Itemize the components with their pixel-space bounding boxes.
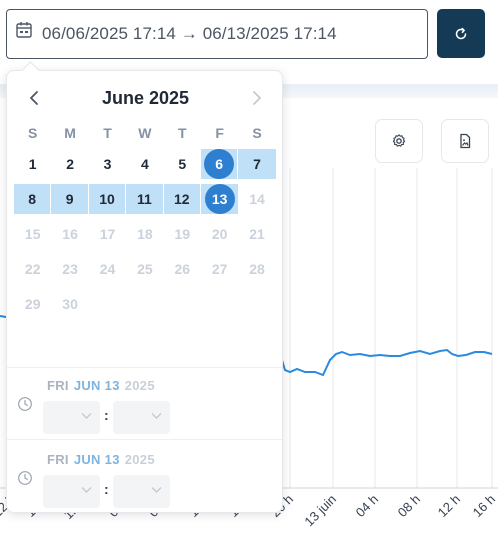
chart-export-button[interactable] — [441, 119, 489, 163]
clock-icon — [18, 471, 32, 485]
start-year: 2025 — [124, 378, 155, 393]
start-minute-select[interactable] — [113, 401, 170, 434]
previous-month-button[interactable] — [21, 85, 47, 111]
refresh-button[interactable] — [437, 9, 485, 58]
weekday-label: S — [252, 125, 262, 141]
x-tick-label: 08 h — [395, 492, 424, 521]
calendar-day[interactable]: 25 — [137, 261, 153, 277]
start-month-day: JUN 13 — [73, 378, 120, 393]
calendar-day[interactable]: 4 — [140, 156, 149, 172]
date-range-field[interactable]: 06/06/2025 17:14 → 06/13/2025 17:14 — [6, 9, 428, 59]
calendar-day[interactable]: 30 — [62, 296, 78, 312]
start-date-label: FRI JUN 13 2025 — [47, 378, 155, 393]
selected-day-marker: 6 — [204, 149, 235, 179]
time-separator: : — [104, 481, 109, 497]
calendar-day[interactable]: 28 — [249, 261, 265, 277]
calendar-day[interactable]: 16 — [62, 226, 78, 242]
calendar-day[interactable]: 5 — [178, 156, 187, 172]
x-tick-label: 13 juin — [301, 492, 339, 530]
calendar-day[interactable]: 8 — [14, 184, 52, 214]
calendar-week-row: 29 30 — [14, 289, 276, 324]
calendar-week-row: 8 9 10 11 12 13 14 — [14, 184, 276, 219]
chart-series-line — [0, 315, 493, 377]
calendar-week-row: 22 23 24 25 26 27 28 — [14, 254, 276, 289]
calendar-day[interactable]: 12 — [163, 184, 201, 214]
start-weekday: FRI — [47, 378, 69, 393]
calendar-day[interactable]: 18 — [137, 226, 153, 242]
calendar-grid: 1 2 3 4 5 6 7 8 9 10 11 12 13 14 15 16 17 18 19 20 21 22 23 24 2… — [14, 149, 276, 324]
end-minute-select[interactable] — [113, 475, 170, 508]
chevron-right-icon — [253, 91, 261, 105]
next-month-button[interactable] — [244, 85, 270, 111]
chevron-down-icon — [151, 413, 162, 419]
end-weekday: FRI — [47, 452, 69, 467]
range-end-day[interactable]: 13 — [200, 184, 239, 214]
calendar-day[interactable]: 19 — [174, 226, 191, 242]
calendar-day[interactable]: 7 — [238, 149, 276, 179]
end-time-picker: FRI JUN 13 2025 : — [7, 443, 282, 513]
calendar-day[interactable]: 24 — [99, 261, 116, 277]
chevron-left-icon — [30, 91, 38, 105]
calendar-day[interactable]: 15 — [24, 226, 41, 242]
calendar-day[interactable]: 9 — [51, 184, 89, 214]
calendar-day[interactable]: 21 — [249, 226, 265, 242]
end-month-day: JUN 13 — [73, 452, 120, 467]
time-separator: : — [104, 407, 109, 423]
calendar-day[interactable]: 17 — [99, 226, 116, 242]
calendar-day[interactable]: 2 — [66, 156, 74, 172]
weekday-label: T — [103, 125, 112, 141]
calendar-icon — [16, 22, 32, 38]
x-tick-label: 16 h — [470, 492, 498, 521]
weekday-label: T — [177, 125, 187, 141]
weekday-label: S — [28, 125, 38, 141]
start-hour-select[interactable] — [43, 401, 100, 434]
divider — [7, 367, 282, 368]
weekday-label: F — [215, 125, 224, 141]
gear-icon — [392, 134, 406, 147]
start-time-picker: FRI JUN 13 2025 : — [7, 369, 282, 439]
date-range-value: 06/06/2025 17:14 → 06/13/2025 17:14 — [42, 24, 337, 43]
chevron-down-icon — [81, 487, 92, 493]
chevron-down-icon — [151, 487, 162, 493]
weekday-label: M — [64, 125, 76, 141]
month-title: June 2025 — [101, 88, 190, 108]
calendar-day[interactable]: 10 — [88, 184, 127, 214]
divider — [7, 439, 282, 440]
x-tick-label: 04 h — [353, 492, 382, 521]
end-hour-select[interactable] — [43, 475, 100, 508]
end-date-label: FRI JUN 13 2025 — [47, 452, 155, 467]
refresh-icon — [455, 27, 467, 39]
end-year: 2025 — [124, 452, 155, 467]
range-start-day[interactable]: 6 — [200, 149, 239, 179]
calendar-day[interactable]: 29 — [24, 296, 41, 312]
chart-settings-button[interactable] — [375, 119, 423, 163]
calendar-day[interactable]: 11 — [126, 184, 164, 214]
calendar-week-row: 15 16 17 18 19 20 21 — [14, 219, 276, 254]
image-file-icon — [460, 133, 471, 149]
calendar-day[interactable]: 1 — [28, 156, 37, 172]
calendar-day[interactable]: 27 — [211, 261, 228, 277]
selected-day-marker: 13 — [204, 184, 235, 214]
weekday-label: W — [138, 125, 152, 141]
calendar-day[interactable]: 26 — [174, 261, 191, 277]
calendar-header: June 2025 — [7, 85, 284, 111]
calendar-day[interactable]: 23 — [62, 261, 78, 277]
calendar-day[interactable]: 3 — [103, 156, 112, 172]
calendar-day[interactable]: 20 — [211, 226, 228, 242]
calendar-day[interactable]: 22 — [24, 261, 41, 277]
x-tick-label: 12 h — [435, 492, 464, 521]
chevron-down-icon — [81, 413, 92, 419]
calendar-day[interactable]: 14 — [249, 191, 265, 207]
clock-icon — [18, 397, 32, 411]
